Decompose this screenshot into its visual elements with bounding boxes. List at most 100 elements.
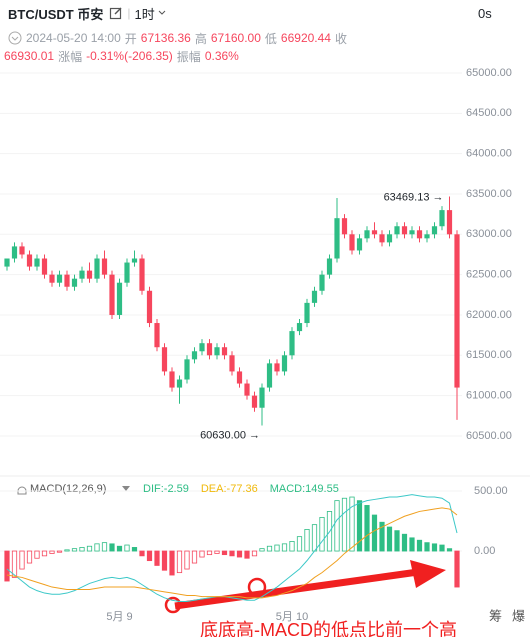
macd-bar: [26, 550, 33, 564]
candle-body: [454, 234, 460, 388]
y-tick-label: 65000.00: [466, 67, 512, 79]
info-text: 开: [124, 31, 137, 46]
info-text: 67160.00: [210, 31, 261, 45]
symbol[interactable]: BTC/USDT 币安: [8, 6, 104, 22]
candle-body: [251, 395, 258, 408]
x-tick-label: 5月 9: [106, 611, 132, 623]
interval[interactable]: 1时: [134, 6, 155, 22]
y-tick-label: 61500.00: [466, 349, 512, 361]
info-text: 低: [264, 31, 277, 46]
macd-line: [6, 507, 458, 599]
macd-bar: [334, 500, 340, 552]
y-tick-label: 64000.00: [466, 148, 512, 160]
tab[interactable]: 筹: [489, 608, 502, 623]
macd-title: MACD(12,26,9): [30, 483, 106, 495]
candle-body: [266, 363, 273, 388]
info-text: 67136.36: [140, 31, 191, 45]
tab[interactable]: 爆: [512, 608, 525, 623]
macd-bar: [11, 550, 18, 578]
bell-icon: [17, 486, 27, 495]
candle-body: [236, 371, 243, 384]
y-tick-label: 60500.00: [466, 430, 512, 442]
macd-bar: [244, 550, 250, 559]
info-text: 振幅: [176, 49, 201, 64]
macd-bar: [446, 548, 453, 552]
candle-body: [439, 210, 445, 227]
macd-bar: [94, 543, 100, 552]
info-text: 66920.44: [280, 31, 331, 45]
candle-body: [124, 262, 130, 283]
macd-bar: [409, 537, 415, 552]
candle-body: [116, 282, 123, 315]
candle-body: [176, 379, 183, 388]
macd-bar: [424, 542, 430, 552]
candle-body: [146, 290, 153, 324]
chevron: [158, 10, 166, 15]
annotation-circle: [247, 577, 267, 597]
macd-bar: [19, 550, 25, 570]
candle-body: [424, 234, 430, 239]
annotation-circle: [164, 596, 182, 614]
timer[interactable]: 0s: [478, 5, 492, 21]
candle-body: [334, 218, 340, 259]
candle-body: [11, 246, 18, 259]
macd-bar: [4, 550, 10, 582]
info-text: -0.31%(-206.35): [86, 49, 173, 63]
info-text: 高: [194, 31, 207, 46]
candle-body: [86, 270, 93, 279]
candle-body: [304, 302, 310, 324]
candle-body: [49, 274, 55, 283]
header: BTC/USDT 币安 | 1时: [8, 4, 167, 22]
candle-body: [281, 355, 288, 372]
candle-body: [371, 230, 378, 235]
legend-entry: DIF:-2.59: [143, 483, 189, 495]
info-text: 涨幅: [58, 49, 83, 64]
candle-body: [311, 290, 318, 303]
macd-bar: [154, 550, 160, 566]
macd-bar: [184, 550, 190, 570]
macd-line: [6, 494, 458, 602]
low-label: 60630.00 →: [200, 429, 260, 441]
legend-entry: MACD:149.55: [270, 483, 339, 495]
macd-legend: MACD(12,26,9): [17, 483, 130, 495]
macd-bar: [176, 550, 183, 574]
collapse-icon[interactable]: [8, 31, 22, 45]
y-tick-label: 0.00: [474, 545, 495, 557]
macd-bar: [191, 550, 198, 564]
macd-bar: [71, 548, 78, 552]
y-tick-label: 63000.00: [466, 228, 512, 240]
macd-bar: [221, 550, 228, 556]
y-tick-label: 64500.00: [466, 107, 512, 119]
macd-bar: [79, 547, 85, 552]
macd-bar: [161, 550, 168, 571]
candle-body: [79, 270, 85, 279]
candle-body: [221, 347, 228, 356]
annotation-arrowhead: [410, 560, 446, 588]
candle-body: [199, 343, 205, 352]
candle-body: [191, 351, 198, 360]
macd-bar: [34, 550, 40, 559]
candle-body: [19, 246, 25, 255]
candle-body: [131, 258, 138, 263]
macd-bar: [394, 530, 400, 552]
macd-bar: [401, 533, 408, 552]
macd-bar: [274, 544, 280, 552]
macd-bar: [356, 500, 363, 552]
macd-bar: [416, 539, 423, 552]
info-row: 66930.01 涨幅 -0.31%(-206.35) 振幅 0.36%: [4, 48, 239, 64]
dropdown-icon: [122, 486, 130, 491]
y-tick-label: 63500.00: [466, 188, 512, 200]
candle-body: [379, 234, 385, 243]
info-text: 收: [334, 31, 347, 46]
macd-bar: [311, 524, 318, 552]
edit-icon[interactable]: [109, 6, 123, 20]
candle-body: [34, 258, 40, 267]
candle-body: [349, 234, 355, 251]
macd-bar: [56, 550, 63, 553]
macd-bar: [281, 543, 288, 552]
macd-bar: [319, 517, 325, 552]
macd-bar: [386, 526, 393, 552]
candle-body: [214, 347, 220, 356]
candle-body: [364, 230, 370, 239]
